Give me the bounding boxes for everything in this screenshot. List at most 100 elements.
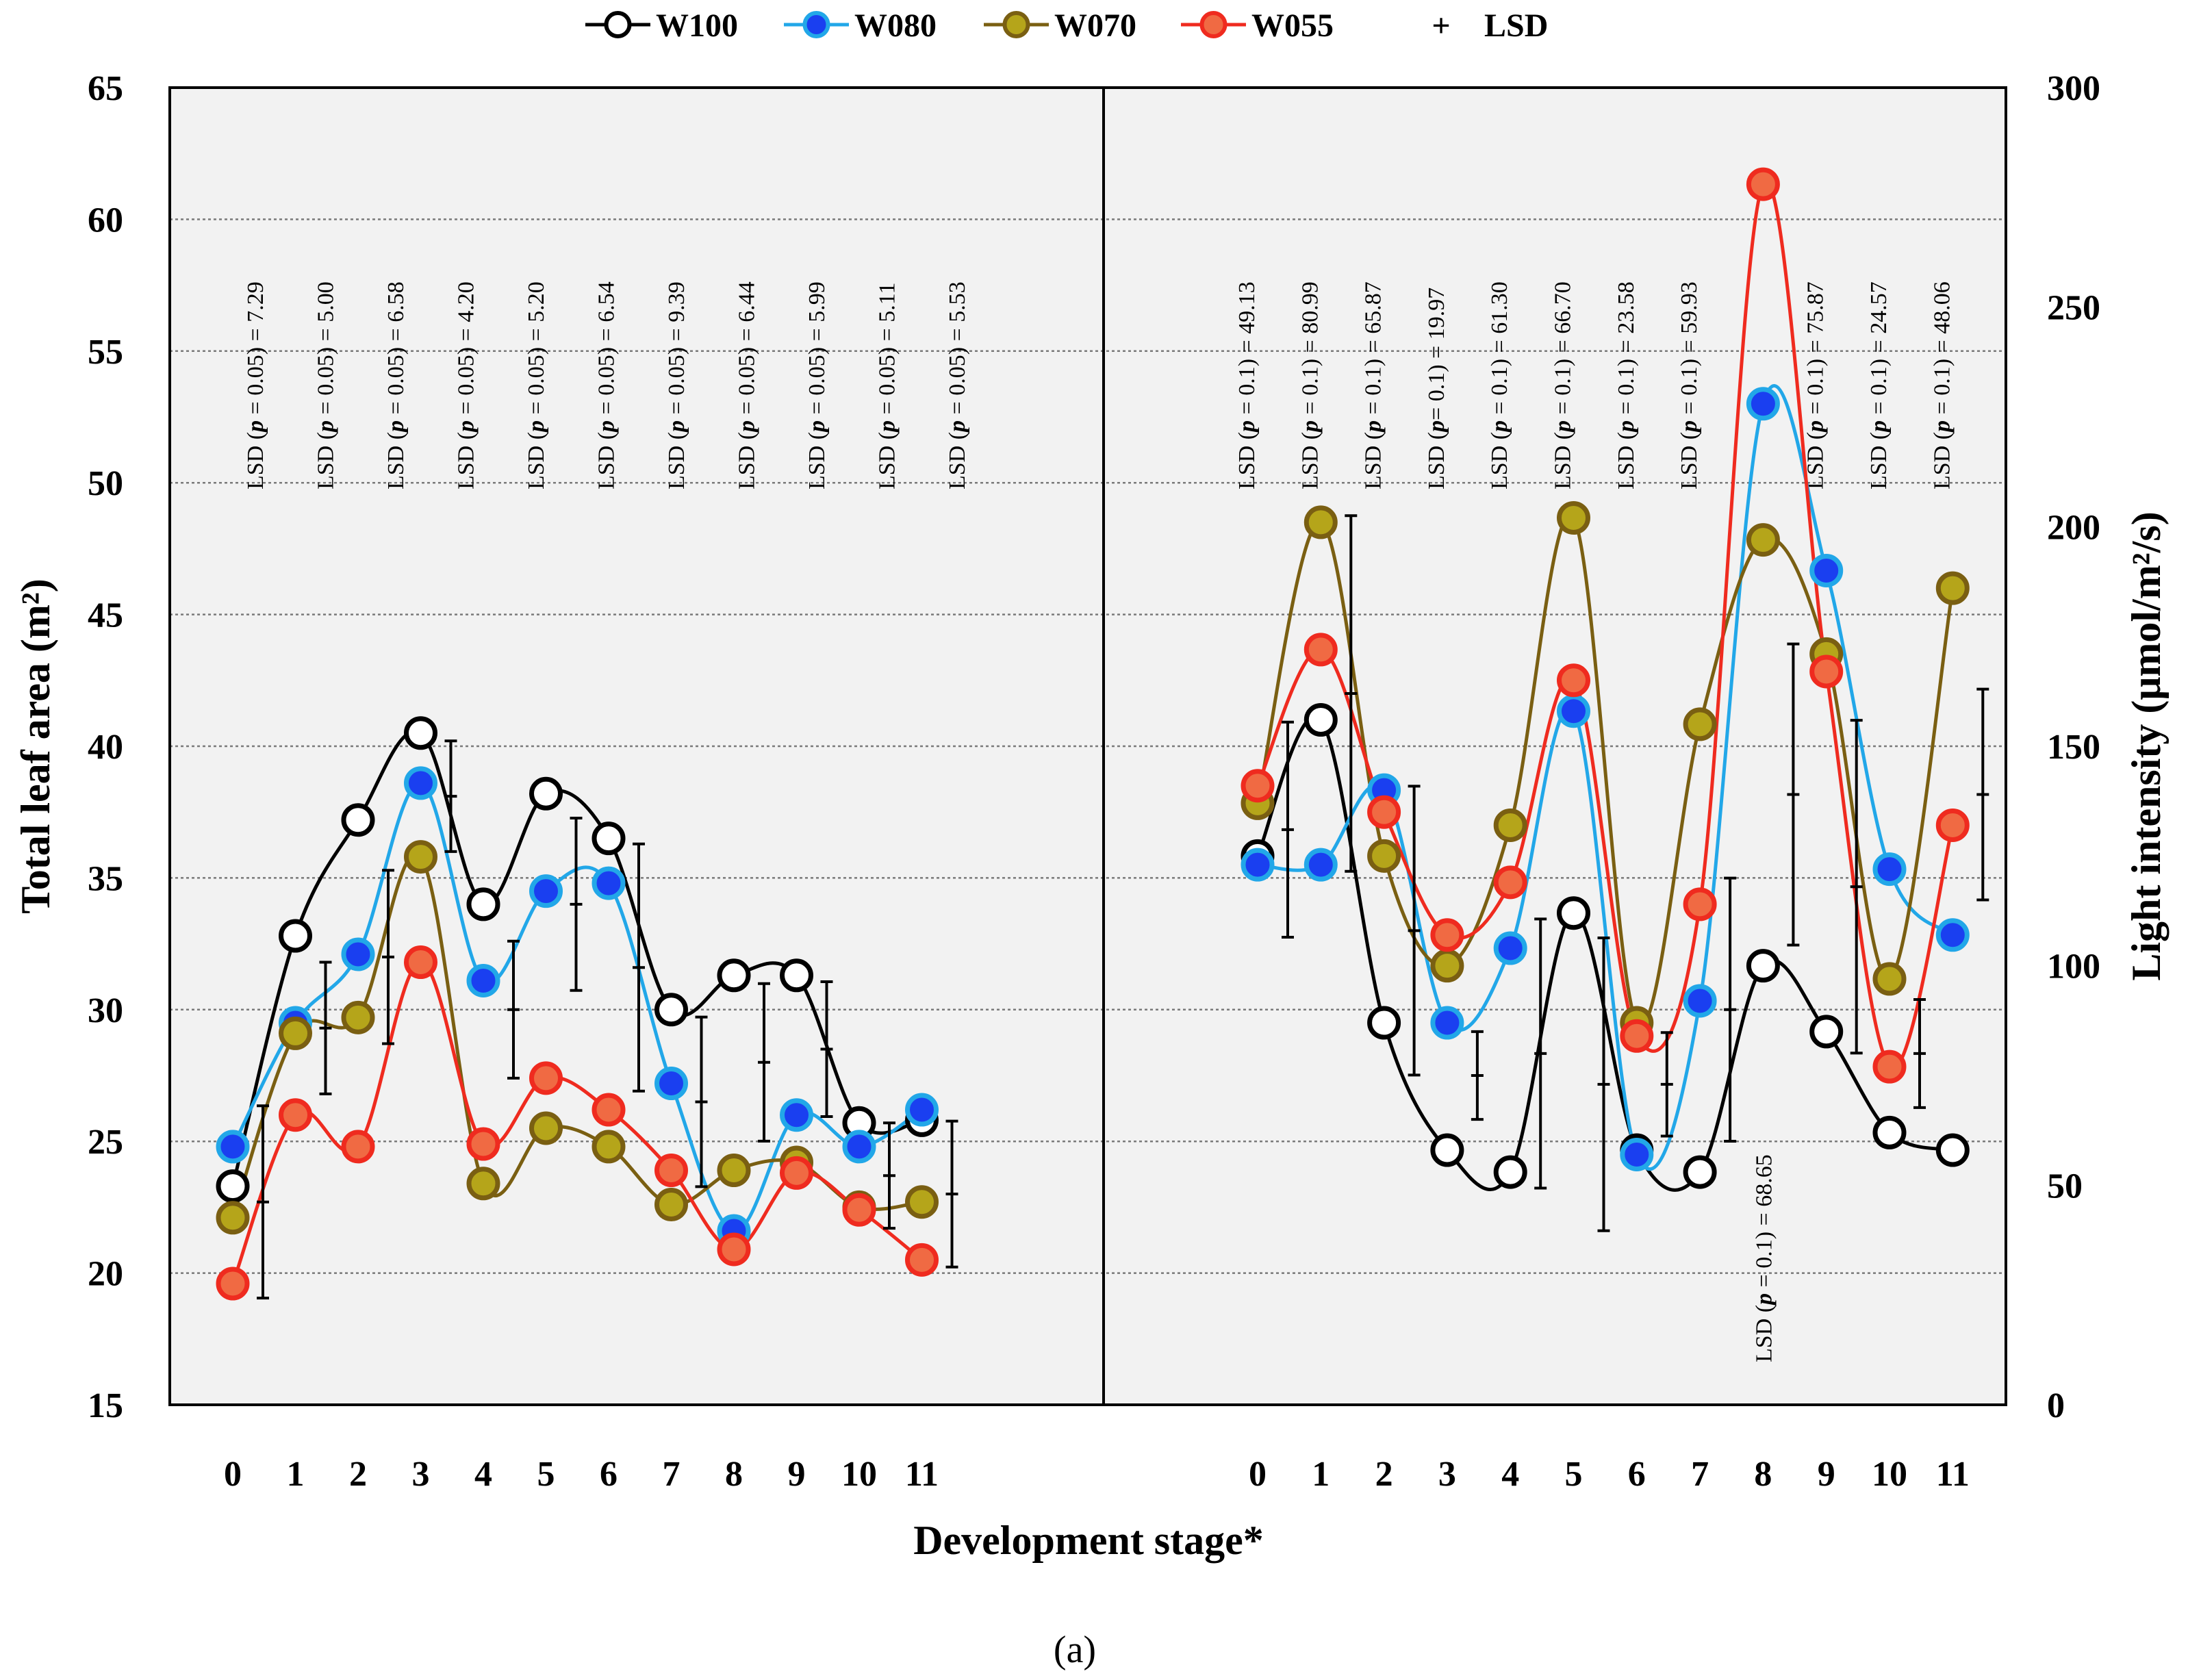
lsd-error-bar [1471,1030,1484,1121]
lsd-label: LSD (p = 0.05) = 5.53 [945,281,970,489]
data-point-w100 [529,776,563,811]
lsd-error-bar [319,960,332,1095]
legend-label: W080 [854,8,937,44]
data-point-w055 [1430,918,1464,952]
x-tick-label: 4 [1501,1455,1519,1494]
x-tick-label: 11 [1936,1455,1970,1494]
x-tick-label: 10 [841,1455,877,1494]
legend-marker [1199,11,1227,38]
data-point-w080 [1430,1006,1464,1040]
y-axis-title-left: Total leaf area (m²) [13,578,58,914]
lsd-label: LSD (p = 0.1) = 48.06 [1929,281,1955,489]
lsd-error-bar [820,980,833,1119]
y-axis-title-right: Light intensity (μmol/m²/s) [2124,511,2169,980]
data-point-w055 [842,1193,876,1227]
data-point-w080 [591,866,626,900]
x-tick-label: 10 [1872,1455,1907,1494]
legend: W100 W080 W070 W055 + LSD [585,8,1548,44]
data-point-w100 [1809,1015,1844,1049]
lsd-label: LSD (p = 0.05) = 5.11 [875,283,900,489]
x-tick-label: 7 [663,1455,680,1494]
data-point-w070 [717,1154,751,1188]
x-tick-label: 9 [1818,1455,1835,1494]
data-point-w080 [1557,694,1590,728]
data-point-w100 [717,958,751,993]
data-point-w100 [341,803,375,837]
y-tick-label: 45 [88,596,123,635]
data-point-w100 [279,919,312,953]
x-tick-label: 0 [224,1455,242,1494]
data-point-w055 [341,1130,375,1164]
legend-label: LSD [1484,8,1548,44]
data-point-w055 [1746,167,1780,201]
data-point-w070 [591,1130,626,1164]
data-point-w100 [1872,1115,1907,1149]
x-tick-label: 9 [788,1455,806,1494]
data-point-w070 [466,1167,500,1201]
y-tick-label: 65 [88,69,123,108]
lsd-label: LSD (p = 0.1) = 24.57 [1866,281,1892,489]
y-tick-label: 300 [2047,69,2100,108]
data-point-w055 [717,1232,751,1267]
x-tick-label: 8 [725,1455,743,1494]
data-point-w100 [654,993,688,1027]
y-tick-label: 55 [88,333,123,372]
data-point-w100 [1303,703,1338,737]
x-tick-label: 7 [1691,1455,1709,1494]
data-point-w070 [279,1016,312,1050]
lsd-error-bar [633,842,645,1093]
legend-marker [604,11,632,38]
data-point-w080 [842,1130,876,1164]
data-point-w055 [1809,654,1844,689]
data-point-w055 [1367,795,1401,829]
y-tick-label: 35 [88,859,123,898]
data-point-w080 [466,963,500,997]
legend-marker [1002,11,1030,38]
x-tick-label: 5 [1565,1455,1583,1494]
y-tick-label: 0 [2047,1386,2065,1425]
lsd-label: LSD (p = 0.1) = 59.93 [1677,281,1702,489]
data-point-w080 [404,766,437,800]
lsd-error-bar [883,1121,895,1230]
data-point-w070 [1493,808,1527,842]
y-tick-label: 20 [88,1255,123,1294]
legend-marker [802,11,830,38]
lsd-label: LSD (p = 0.05) = 7.29 [243,281,268,489]
data-point-w070 [1430,949,1464,983]
data-point-w055 [780,1156,813,1190]
data-point-w100 [1683,1155,1717,1189]
data-point-w070 [1935,571,1970,605]
data-point-w080 [1303,848,1338,882]
data-point-w055 [654,1154,688,1188]
data-point-w080 [216,1130,250,1164]
figure-caption: (a) [1054,1629,1096,1671]
data-point-w080 [1620,1137,1654,1171]
data-point-w100 [1746,949,1780,983]
data-point-w055 [1683,887,1717,921]
lsd-label: LSD (p = 0.05) = 6.54 [594,281,620,489]
lsd-error-bar [382,869,394,1045]
lsd-label: LSD (p = 0.05) = 6.44 [735,281,760,489]
lsd-error-bar [1660,1031,1673,1138]
x-tick-label: 5 [537,1455,555,1494]
lsd-error-bar [945,1119,958,1269]
lsd-label: LSD (p = 0.1) = 49.13 [1234,281,1260,489]
y-tick-label: 50 [88,464,123,503]
x-tick-label: 3 [412,1455,430,1494]
data-point-w070 [1303,505,1338,539]
lsd-label: LSD (p = 0.1) = 68.65 [1751,1154,1777,1362]
lsd-label: LSD (p = 0.05) = 9.39 [664,281,689,489]
y-tick-label: 40 [88,728,123,767]
data-point-w080 [1935,918,1970,952]
legend-label: W070 [1054,8,1136,44]
lsd-error-bar [1345,514,1358,873]
lsd-label: LSD (p = 0.1) = 65.87 [1361,281,1386,489]
lsd-error-bar [1282,720,1294,939]
lsd-error-bar [1597,936,1610,1232]
data-point-w055 [529,1061,563,1095]
right-y-axis: 0 50 100 150 200 250 300 [2047,69,2100,1425]
data-point-w100 [1935,1133,1970,1167]
lsd-error-bar [507,939,520,1080]
data-point-w100 [404,716,437,750]
